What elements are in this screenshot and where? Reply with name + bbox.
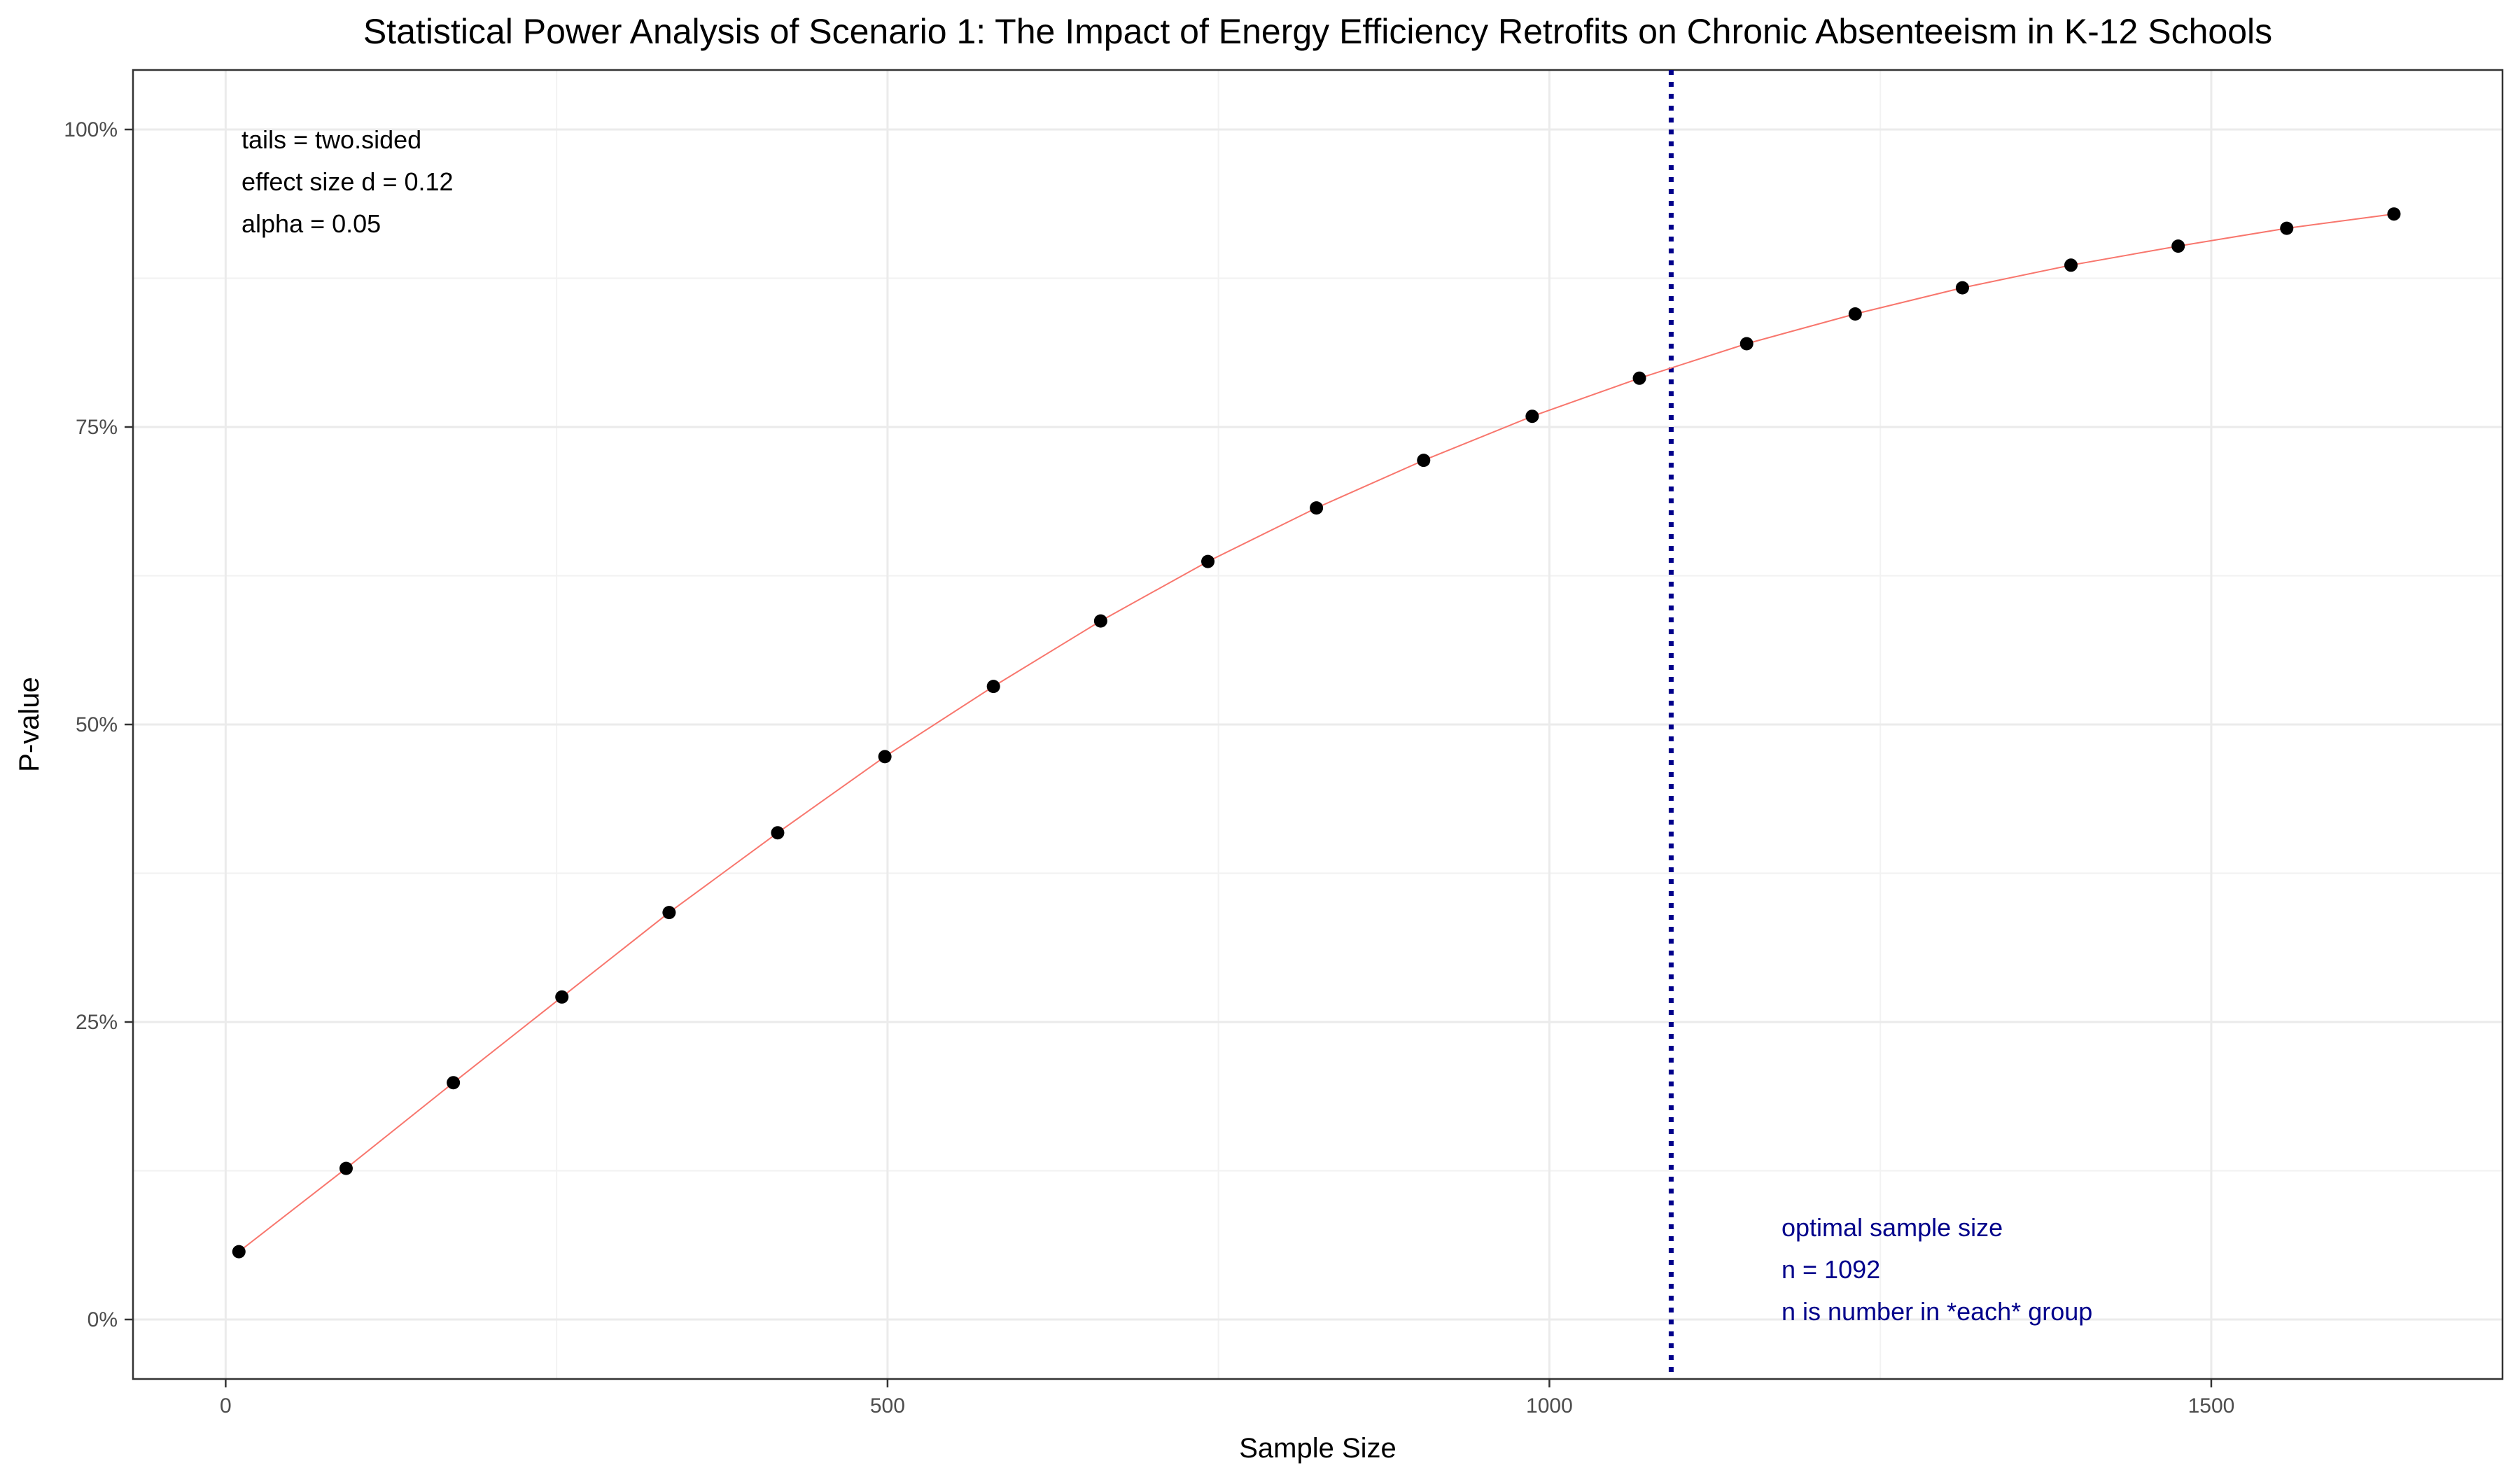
annotations-group: tails = two.sided effect size d = 0.12 alp… [241,125,2092,1326]
y-tick-label: 100% [64,118,118,141]
x-axis-title: Sample Size [1239,1433,1396,1464]
data-point [2280,221,2294,235]
data-point [447,1076,461,1090]
data-point [232,1245,246,1259]
data-point [1417,454,1431,468]
optimal-sample-annotation: n = 1092 [1782,1255,1880,1284]
x-tick-label: 1500 [2188,1394,2235,1418]
data-point [555,990,569,1004]
data-point [1525,410,1539,424]
data-point [878,750,892,764]
y-axis-title: P-value [14,677,45,772]
power-curve-line [238,213,2395,1252]
x-tick-label: 0 [220,1394,232,1418]
x-tick-label: 1000 [1526,1394,1573,1418]
y-tick-label: 50% [76,713,118,736]
data-point [1310,501,1324,515]
data-point [1848,307,1862,321]
series-group [232,207,2401,1259]
y-tick-label: 75% [76,416,118,439]
chart-title: Statistical Power Analysis of Scenario 1… [363,12,2272,51]
parameter-annotation: effect size d = 0.12 [241,167,454,196]
data-point [1740,337,1754,351]
data-point [986,680,1000,694]
y-tick-label: 0% [88,1308,118,1331]
data-point [2064,258,2078,272]
data-point [1093,614,1107,628]
data-point [771,826,785,840]
data-point [2387,207,2401,221]
x-tick-label: 500 [870,1394,905,1418]
data-point [1632,371,1646,385]
y-tick-label: 25% [76,1011,118,1034]
data-point [662,906,676,920]
parameter-annotation: alpha = 0.05 [241,209,381,238]
grid [133,70,2502,1379]
ticks-group: 0 500 1000 1500 0% 25% 50% 75% 100% [64,118,2234,1418]
optimal-sample-annotation: n is number in *each* group [1782,1297,2092,1326]
data-point [2171,239,2185,253]
parameter-annotation: tails = two.sided [241,125,421,154]
data-point [1955,281,1969,295]
data-point [339,1161,353,1175]
data-point [1201,554,1215,568]
optimal-sample-annotation: optimal sample size [1782,1213,2003,1242]
